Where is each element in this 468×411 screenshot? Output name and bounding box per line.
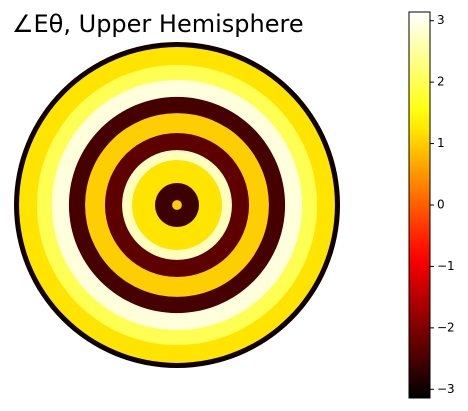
ring [172,200,182,210]
colorbar [408,11,431,399]
colorbar-tick-label: −3 [437,382,455,396]
colorbar-tick-label: 2 [437,75,445,89]
colorbar-tick-label: 1 [437,136,445,150]
polar-disc [14,42,340,368]
colorbar-tick-label: 0 [437,198,445,212]
chart-title: ∠Eθ, Upper Hemisphere [12,10,304,38]
colorbar-tick-label: 3 [437,13,445,27]
colorbar-tick-label: −1 [437,259,455,273]
colorbar-tick-label: −2 [437,320,455,334]
